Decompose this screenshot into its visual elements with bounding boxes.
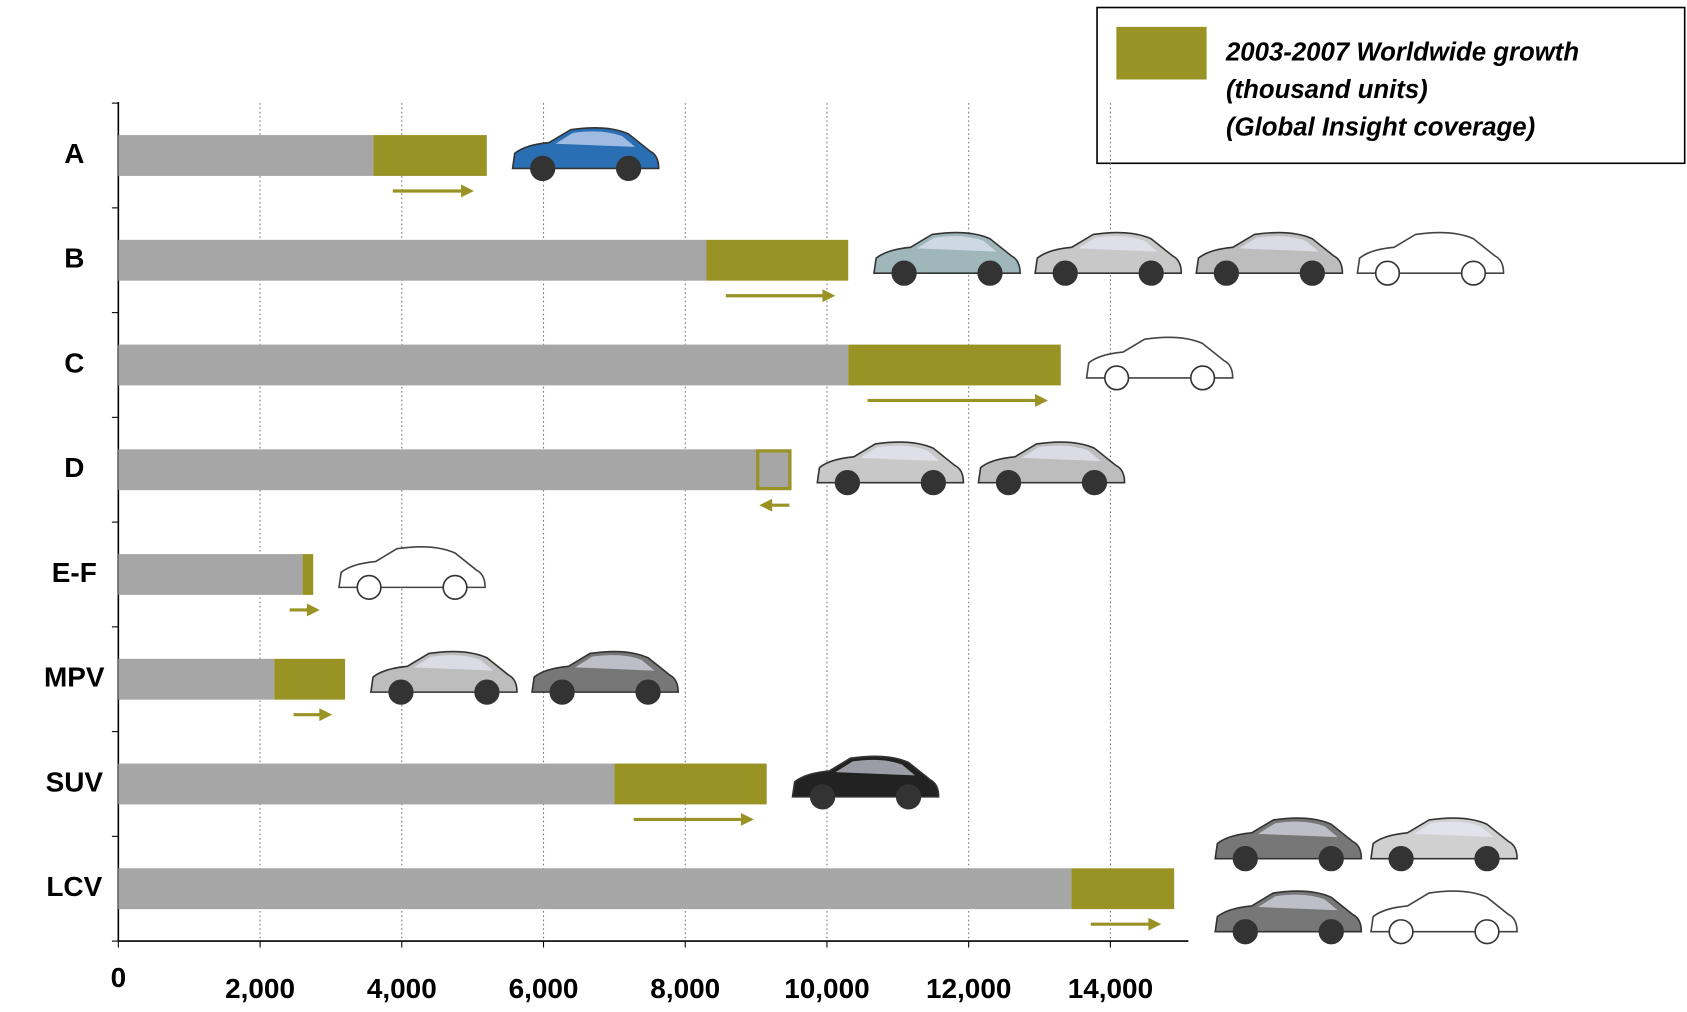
car-wheel: [357, 576, 381, 600]
bar-segment: [118, 659, 274, 700]
category-label: LCV: [46, 871, 102, 902]
category-label: B: [64, 243, 84, 274]
car-icon: [874, 233, 1020, 285]
category-label: E-F: [52, 557, 97, 588]
x-tick-label: 2,000: [225, 973, 295, 1004]
car-wheel: [389, 680, 413, 704]
growth-arrowhead: [319, 708, 332, 721]
car-wheel: [1233, 847, 1257, 871]
legend-label: (thousand units): [1226, 76, 1428, 104]
chart: 0 2,000 4,000 6,000 8,000 10,000 12,000 14,000 2…: [0, 0, 1687, 1012]
car-wheel: [617, 157, 641, 181]
car-icon: [1357, 233, 1503, 285]
growth-segment: [706, 240, 848, 281]
growth-segment: [1071, 868, 1174, 909]
x-tick-label: 10,000: [784, 973, 869, 1004]
car-wheel: [475, 680, 499, 704]
car-wheel: [1083, 471, 1107, 495]
legend-label: (Global Insight coverage): [1226, 114, 1535, 142]
car-wheel: [1233, 920, 1257, 944]
car-wheel: [1475, 847, 1499, 871]
category-label: A: [64, 138, 84, 169]
bar-segment: [118, 868, 1071, 909]
legend-swatch: [1116, 27, 1206, 80]
growth-arrowhead: [759, 499, 772, 512]
car-wheel: [1053, 261, 1077, 285]
car-wheel: [811, 785, 835, 809]
car-wheel: [443, 576, 467, 600]
car-icon: [817, 442, 963, 494]
car-icon: [339, 547, 485, 599]
growth-segment: [614, 764, 766, 805]
car-wheel: [1389, 920, 1413, 944]
growth-arrowhead: [1035, 394, 1048, 407]
car-wheel: [997, 471, 1021, 495]
bar-segment: [118, 449, 791, 490]
growth-arrowhead: [822, 289, 835, 302]
car-icon: [1371, 818, 1517, 870]
car-wheel: [1319, 920, 1343, 944]
bar-segment: [118, 554, 302, 595]
growth-arrowhead: [1148, 918, 1161, 931]
car-icon: [793, 756, 939, 808]
car-wheel: [1105, 366, 1129, 390]
bar-segment: [118, 764, 614, 805]
growth-arrowhead: [461, 185, 474, 198]
category-label: D: [64, 452, 84, 483]
x-tick-label: 14,000: [1068, 973, 1153, 1004]
bar-segment: [118, 240, 706, 281]
car-wheel: [550, 680, 574, 704]
growth-segment: [303, 554, 314, 595]
car-icon: [1215, 891, 1361, 943]
growth-arrowhead: [741, 813, 754, 826]
car-wheel: [1475, 920, 1499, 944]
category-label: MPV: [44, 662, 105, 693]
x-tick-label: 8,000: [650, 973, 720, 1004]
car-icon: [1035, 233, 1181, 285]
car-wheel: [1462, 261, 1486, 285]
car-wheel: [1376, 261, 1400, 285]
car-icon: [532, 652, 678, 704]
bar-segment: [118, 345, 848, 386]
car-wheel: [922, 471, 946, 495]
car-wheel: [897, 785, 921, 809]
bar-segment: [118, 135, 373, 176]
car-wheel: [1389, 847, 1413, 871]
x-tick-label: 6,000: [509, 973, 579, 1004]
car-icon: [978, 442, 1124, 494]
car-icon: [513, 128, 659, 180]
car-icon: [1215, 818, 1361, 870]
growth-arrowhead: [307, 603, 320, 616]
car-wheel: [1139, 261, 1163, 285]
car-icon: [1087, 337, 1233, 389]
category-label: C: [64, 347, 84, 378]
car-wheel: [1319, 847, 1343, 871]
car-wheel: [1215, 261, 1239, 285]
x-tick-label: 0: [111, 962, 127, 993]
car-wheel: [636, 680, 660, 704]
car-wheel: [978, 261, 1002, 285]
car-icon: [1196, 233, 1342, 285]
growth-segment: [274, 659, 345, 700]
category-label: SUV: [46, 766, 104, 797]
car-wheel: [836, 471, 860, 495]
growth-segment: [373, 135, 486, 176]
legend-label: 2003-2007 Worldwide growth: [1225, 39, 1579, 67]
x-tick-label: 4,000: [367, 973, 437, 1004]
car-icon: [371, 652, 517, 704]
car-wheel: [892, 261, 916, 285]
growth-segment: [848, 345, 1061, 386]
x-tick-label: 12,000: [926, 973, 1011, 1004]
car-wheel: [1301, 261, 1325, 285]
car-wheel: [531, 157, 555, 181]
car-icon: [1371, 891, 1517, 943]
car-wheel: [1191, 366, 1215, 390]
